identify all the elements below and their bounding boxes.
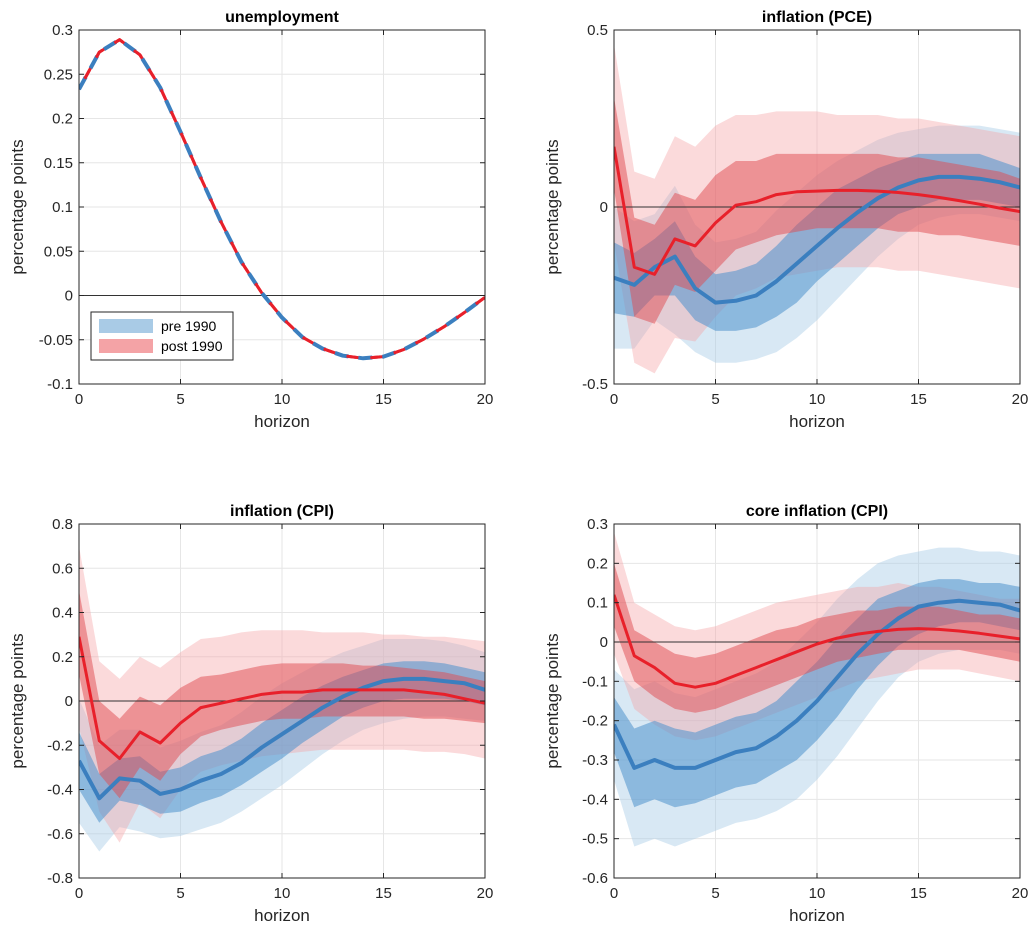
legend: pre 1990 post 1990 xyxy=(90,311,234,361)
x-tick-label: 15 xyxy=(910,391,927,408)
x-tick-label: 20 xyxy=(477,391,494,408)
plot-content xyxy=(79,37,485,361)
series-line-pre xyxy=(614,598,1020,770)
y-tick-label: 0.5 xyxy=(587,22,608,39)
x-axis-label: horizon xyxy=(789,906,845,925)
panel-4: 0 5 10 15 20 -0.6 -0.5 -0.4 -0.3 -0.2 -0.1 0 0.1 0.2 0… xyxy=(543,503,1028,925)
x-tick-label: 10 xyxy=(274,391,291,408)
x-tick-label: 20 xyxy=(1012,391,1029,408)
y-axis-label: percentage points xyxy=(543,139,562,274)
y-tick-label: -0.1 xyxy=(47,376,73,393)
x-tick-label: 20 xyxy=(477,885,494,902)
y-tick-label: -0.4 xyxy=(582,791,608,808)
series-line-post xyxy=(79,636,485,760)
y-tick-label: 0.2 xyxy=(587,555,608,572)
plot-content xyxy=(614,44,1020,374)
x-tick-label: 10 xyxy=(274,885,291,902)
panel-title: core inflation (CPI) xyxy=(746,503,888,520)
y-axis-label: percentage points xyxy=(543,633,562,768)
y-tick-label: 0 xyxy=(65,288,73,305)
y-tick-label: -0.2 xyxy=(582,713,608,730)
legend-swatch-pre xyxy=(99,319,153,333)
y-tick-label: -0.1 xyxy=(582,673,608,690)
x-axis-label: horizon xyxy=(789,412,845,431)
y-tick-label: 0.15 xyxy=(44,155,73,172)
x-tick-label: 20 xyxy=(1012,885,1029,902)
plot-content xyxy=(614,531,1020,847)
y-tick-label: 0.4 xyxy=(52,605,73,622)
y-axis-label: percentage points xyxy=(8,633,27,768)
y-tick-label: 0.1 xyxy=(587,595,608,612)
y-tick-label: 0 xyxy=(65,693,73,710)
legend-label-pre: pre 1990 xyxy=(161,318,216,334)
x-tick-label: 15 xyxy=(375,391,392,408)
x-tick-label: 5 xyxy=(176,885,184,902)
band-pre-inner xyxy=(614,579,1020,808)
y-tick-label: 0 xyxy=(600,199,608,216)
x-tick-label: 5 xyxy=(176,391,184,408)
y-tick-label: -0.05 xyxy=(39,332,73,349)
y-tick-label: 0.6 xyxy=(52,560,73,577)
panel-title: unemployment xyxy=(225,9,339,26)
panel-3: 0 5 10 15 20 -0.8 -0.6 -0.4 -0.2 0 0.2 0.4 0.6 0.8 inf… xyxy=(8,503,493,925)
y-tick-label: -0.6 xyxy=(47,826,73,843)
y-tick-label: 0.1 xyxy=(52,199,73,216)
band-pre-inner xyxy=(79,661,485,823)
x-tick-label: 5 xyxy=(711,391,719,408)
x-tick-label: 0 xyxy=(75,391,83,408)
x-tick-label: 5 xyxy=(711,885,719,902)
y-tick-label: 0.05 xyxy=(44,243,73,260)
y-tick-label: 0.3 xyxy=(52,22,73,39)
y-tick-label: 0.2 xyxy=(52,649,73,666)
y-tick-label: 0.8 xyxy=(52,516,73,533)
y-tick-label: 0.2 xyxy=(52,111,73,128)
band-post-inner xyxy=(79,590,485,799)
legend-label-post: post 1990 xyxy=(161,338,223,354)
series-line-post xyxy=(614,146,1020,276)
panel-1: 0 5 10 15 20 -0.1 -0.05 0 0.05 0.1 0.15 0.2 0.25 0.3 u… xyxy=(8,9,493,431)
panel-title: inflation (PCE) xyxy=(762,9,872,26)
y-tick-label: -0.6 xyxy=(582,870,608,887)
series-line-pre xyxy=(614,174,1020,305)
band-post-inner xyxy=(614,563,1020,713)
x-tick-label: 10 xyxy=(809,885,826,902)
y-tick-label: -0.8 xyxy=(47,870,73,887)
band-post-inner xyxy=(614,97,1020,324)
x-tick-label: 10 xyxy=(809,391,826,408)
x-axis-label: horizon xyxy=(254,412,310,431)
x-tick-label: 0 xyxy=(610,391,618,408)
series-line-pre xyxy=(79,676,485,801)
series-line-post xyxy=(79,38,485,360)
y-tick-label: 0 xyxy=(600,634,608,651)
y-tick-label: -0.4 xyxy=(47,782,73,799)
y-tick-label: -0.3 xyxy=(582,752,608,769)
plot-content xyxy=(79,546,485,852)
y-tick-label: -0.5 xyxy=(582,831,608,848)
series-line-post xyxy=(614,594,1020,689)
y-tick-label: -0.2 xyxy=(47,737,73,754)
panel-title: inflation (CPI) xyxy=(230,503,334,520)
y-tick-label: 0.25 xyxy=(44,66,73,83)
x-tick-label: 15 xyxy=(910,885,927,902)
x-tick-label: 15 xyxy=(375,885,392,902)
legend-swatch-post xyxy=(99,339,153,353)
y-tick-label: 0.3 xyxy=(587,516,608,533)
y-tick-label: -0.5 xyxy=(582,376,608,393)
x-tick-label: 0 xyxy=(610,885,618,902)
y-axis-label: percentage points xyxy=(8,139,27,274)
x-tick-label: 0 xyxy=(75,885,83,902)
x-axis-label: horizon xyxy=(254,906,310,925)
